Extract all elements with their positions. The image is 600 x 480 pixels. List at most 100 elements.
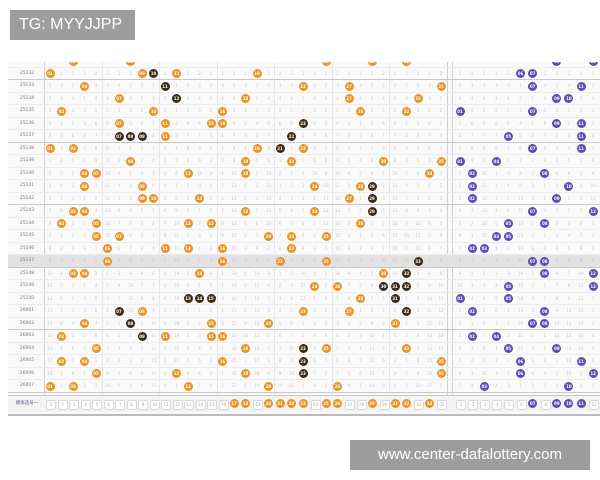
blue-pick-number[interactable]: 5	[504, 399, 515, 410]
red-pick-number[interactable]: 14	[195, 399, 206, 410]
blue-pick-cell[interactable]: 10	[563, 396, 575, 412]
blue-pick-cell[interactable]: 4	[490, 396, 503, 412]
red-pick-ball-selected[interactable]: 21	[275, 399, 285, 408]
blue-pick-ball-selected[interactable]: 10	[564, 399, 574, 408]
red-pick-number[interactable]: 6	[103, 399, 114, 410]
red-pick-ball-selected[interactable]: 29	[367, 399, 377, 408]
red-pick-number[interactable]: 10	[149, 399, 160, 410]
blue-pick-ball-selected[interactable]: 11	[576, 399, 586, 408]
red-pick-number[interactable]: 4	[80, 399, 91, 410]
red-ball: 03	[68, 381, 78, 391]
red-pick-number[interactable]: 15	[207, 399, 217, 410]
red-pick-cell[interactable]: 29	[366, 396, 378, 412]
red-pick-cell[interactable]: 12	[171, 396, 183, 412]
blue-pick-ball-selected[interactable]: 09	[552, 399, 562, 408]
blue-pick-number[interactable]: 8	[540, 399, 551, 410]
red-pick-cell[interactable]: 7	[113, 396, 125, 412]
red-pick-ball-selected[interactable]: 20	[264, 399, 273, 408]
red-pick-number[interactable]: 3	[69, 399, 79, 410]
red-pick-number[interactable]: 8	[126, 399, 137, 410]
blue-pick-cell[interactable]: 07	[527, 396, 539, 412]
red-pick-cell[interactable]: 34	[424, 396, 436, 412]
blue-pick-cell[interactable]: 12	[587, 396, 600, 412]
red-pick-cell[interactable]: 9	[136, 396, 148, 412]
red-pick-cell[interactable]: 19	[251, 396, 263, 412]
blue-pick-cell[interactable]: 5	[502, 396, 515, 412]
red-pick-cell[interactable]: 13	[182, 396, 194, 412]
red-pick-cell[interactable]: 21	[274, 396, 286, 412]
red-pick-cell[interactable]: 23	[297, 396, 309, 412]
red-pick-cell[interactable]: 11	[159, 396, 171, 412]
red-pick-cell[interactable]: 17	[228, 396, 240, 412]
blue-cell: 1	[555, 133, 559, 138]
red-pick-number[interactable]: 11	[161, 399, 171, 410]
red-pick-ball-selected[interactable]: 26	[333, 399, 342, 408]
blue-pick-cell[interactable]: 11	[575, 396, 587, 412]
red-pick-cell[interactable]: 1	[44, 396, 56, 412]
red-pick-number[interactable]: 16	[218, 399, 229, 410]
red-pick-number[interactable]: 12	[172, 399, 183, 410]
red-pick-number[interactable]: 1	[46, 399, 56, 410]
red-pick-number[interactable]: 28	[356, 399, 367, 410]
red-pick-cell[interactable]: 25	[320, 396, 332, 412]
blue-pick-number[interactable]: 2	[468, 399, 479, 410]
red-pick-number[interactable]: 35	[437, 399, 447, 410]
red-pick-ball-selected[interactable]: 34	[425, 399, 434, 408]
red-pick-cell[interactable]: 16	[217, 396, 229, 412]
red-cell: 6	[94, 120, 98, 126]
red-pick-ball-selected[interactable]: 23	[298, 399, 308, 408]
red-pick-cell[interactable]: 18	[240, 396, 252, 412]
red-pick-number[interactable]: 7	[115, 399, 125, 410]
blue-pick-number[interactable]: 6	[516, 399, 527, 410]
blue-cell: 8	[591, 158, 595, 163]
red-pick-ball-selected[interactable]: 17	[229, 399, 239, 408]
red-pick-cell[interactable]: 4	[79, 396, 91, 412]
red-pick-cell[interactable]: 33	[412, 396, 424, 412]
red-pick-ball-selected[interactable]: 25	[321, 399, 331, 408]
blue-pick-cell[interactable]: 6	[515, 396, 527, 412]
red-pick-cell[interactable]: 27	[343, 396, 355, 412]
red-pick-cell[interactable]: 32	[401, 396, 413, 412]
red-pick-number[interactable]: 2	[57, 399, 68, 410]
red-pick-cell[interactable]: 3	[67, 396, 79, 412]
red-pick-cell[interactable]: 15	[205, 396, 217, 412]
blue-cell: 07	[527, 318, 539, 331]
red-pick-cell[interactable]: 10	[148, 396, 160, 412]
blue-pick-cell[interactable]: 8	[539, 396, 551, 412]
blue-pick-ball-selected[interactable]: 07	[528, 399, 538, 408]
red-pick-cell[interactable]: 8	[125, 396, 137, 412]
red-pick-cell[interactable]: 6	[102, 396, 114, 412]
red-pick-cell[interactable]: 2	[56, 396, 68, 412]
red-pick-cell[interactable]: 30	[378, 396, 390, 412]
red-pick-number[interactable]: 5	[92, 399, 102, 410]
blue-pick-cell[interactable]: 3	[478, 396, 491, 412]
red-pick-number[interactable]: 13	[184, 399, 194, 410]
red-pick-number[interactable]: 19	[253, 399, 263, 410]
red-pick-ball-selected[interactable]: 32	[402, 399, 411, 408]
red-pick-cell[interactable]: 5	[90, 396, 102, 412]
blue-pick-number[interactable]: 1	[456, 399, 467, 410]
red-pick-ball-selected[interactable]: 22	[287, 399, 296, 408]
red-pick-cell[interactable]: 31	[389, 396, 401, 412]
red-pick-ball-selected[interactable]: 18	[241, 399, 250, 408]
red-pick-cell[interactable]: 14	[194, 396, 206, 412]
blue-pick-cell[interactable]: 09	[551, 396, 563, 412]
red-pick-cell[interactable]: 26	[332, 396, 344, 412]
red-pick-cell[interactable]: 24	[309, 396, 321, 412]
blue-ball: 02	[467, 306, 477, 316]
red-pick-number[interactable]: 27	[345, 399, 355, 410]
red-pick-cell[interactable]: 20	[263, 396, 275, 412]
blue-pick-cell[interactable]: 1	[454, 396, 467, 412]
blue-pick-cell[interactable]: 2	[466, 396, 479, 412]
red-pick-ball-selected[interactable]: 31	[390, 399, 400, 408]
red-pick-cell[interactable]: 35	[435, 396, 447, 412]
red-pick-cell[interactable]: 28	[355, 396, 367, 412]
red-pick-number[interactable]: 33	[414, 399, 424, 410]
red-pick-number[interactable]: 30	[379, 399, 390, 410]
blue-pick-number[interactable]: 12	[589, 399, 600, 410]
blue-pick-number[interactable]: 4	[492, 399, 503, 410]
red-pick-number[interactable]: 9	[138, 399, 148, 410]
red-pick-number[interactable]: 24	[310, 399, 321, 410]
blue-pick-number[interactable]: 3	[480, 399, 491, 410]
red-pick-cell[interactable]: 22	[286, 396, 298, 412]
